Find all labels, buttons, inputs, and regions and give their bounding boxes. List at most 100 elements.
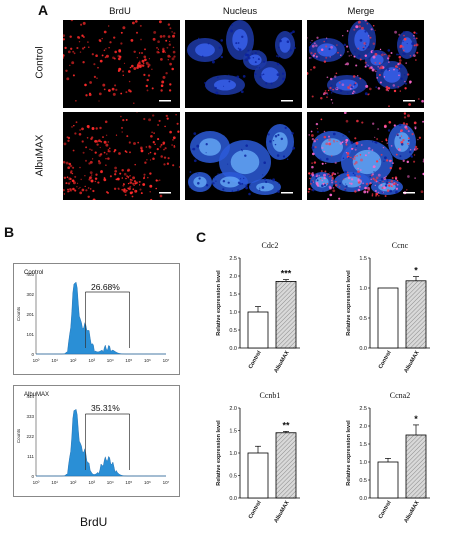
micrograph-texture — [307, 112, 424, 200]
y-tick-label: 0.0 — [229, 496, 237, 502]
y-tick-label: 0.0 — [359, 346, 367, 352]
scale-bar — [403, 100, 415, 102]
bar-control — [377, 287, 399, 349]
micrograph-control-brdu — [63, 20, 180, 108]
flow-x-tick: 10⁴ — [107, 358, 114, 363]
flow-y-tick: 333 — [26, 414, 34, 419]
row-label-control: Control — [34, 46, 46, 79]
flow-histogram-control: 403 302 201 101 0 Counts 10⁰ 10¹ 10² 10³ 10⁴ 10⁵ 10⁶… — [13, 263, 180, 375]
micrograph-texture — [63, 112, 180, 200]
bar-albumax — [405, 434, 427, 499]
scale-bar — [281, 100, 293, 102]
flow-y-tick: 111 — [27, 454, 34, 459]
panel-a-letter: A — [38, 2, 49, 18]
y-axis-label: Relative expression level — [346, 270, 352, 336]
bar-control — [247, 452, 269, 499]
flow-x-tick: 10⁶ — [144, 358, 151, 363]
y-tick-label: 1.5 — [359, 442, 367, 448]
y-tick-label: 0.5 — [359, 316, 367, 322]
y-tick-label: 2.5 — [359, 406, 367, 412]
chart-title: Ccnc — [392, 241, 409, 250]
flow-y-tick: 0 — [31, 474, 34, 479]
y-tick-label: 1.0 — [229, 451, 237, 457]
y-tick-label: 1.0 — [229, 310, 237, 316]
bar-albumax — [275, 281, 297, 349]
micrograph-albumax-merge — [307, 112, 424, 200]
significance-marker: *** — [281, 269, 292, 279]
y-tick-label: 1.0 — [359, 460, 367, 466]
flow-x-tick: 10¹ — [51, 480, 58, 485]
gate-percent: 35.31% — [91, 403, 120, 413]
y-tick-label: 2.0 — [229, 406, 237, 412]
scale-bar — [403, 192, 415, 194]
y-tick-label: 0.5 — [359, 478, 367, 484]
y-tick-label: 1.0 — [359, 286, 367, 292]
flow-x-tick: 10³ — [88, 358, 95, 363]
scale-bar — [159, 100, 171, 102]
panel-b-letter: B — [4, 224, 15, 240]
bar-control — [247, 311, 269, 349]
gate-percent: 26.68% — [91, 282, 120, 292]
micrograph-texture — [188, 124, 295, 196]
micrograph-texture — [63, 20, 176, 104]
flow-y-label: Counts — [16, 306, 21, 321]
y-tick-label: 1.5 — [229, 429, 237, 435]
flow-sample-label: AlbuMAX — [24, 392, 50, 398]
bar-albumax — [405, 280, 427, 349]
micrograph-control-merge — [307, 20, 424, 108]
bar-chart-ccnb1: Ccnb1 0.0 0.5 1.0 1.5 2.0 Relative expression … — [216, 391, 300, 524]
bar-albumax — [275, 432, 297, 499]
y-tick-label: 0.5 — [229, 474, 237, 480]
y-tick-label: 0.0 — [229, 346, 237, 352]
bar-charts: Cdc2 0.0 0.5 1.0 1.5 2.0 2.5 Relative expressio… — [216, 241, 430, 524]
flow-x-tick: 10⁰ — [33, 358, 40, 363]
flow-histogram-albumax: 444 333 222 111 0 Counts 10⁰ 10¹ 10² 10³ 10⁴ 10⁵ 10⁶… — [13, 385, 180, 497]
flow-y-tick: 201 — [26, 312, 34, 317]
flow-x-tick: 10² — [70, 480, 77, 485]
y-axis-label: Relative expression level — [346, 420, 352, 486]
flow-y-tick: 0 — [31, 352, 34, 357]
column-header-merge: Merge — [347, 6, 375, 17]
flow-x-tick: 10¹ — [51, 358, 58, 363]
micrograph-albumax-brdu — [63, 112, 180, 200]
column-header-brdu: BrdU — [109, 6, 131, 17]
row-label-albumax: AlbuMAX — [34, 134, 46, 177]
category-label: AlbuMAX — [403, 500, 421, 524]
scale-bar — [159, 192, 171, 194]
flow-x-tick: 10⁰ — [33, 480, 40, 485]
scale-bar — [281, 192, 293, 194]
micrograph-albumax-nucleus — [185, 112, 302, 200]
flow-sample-label: Control — [24, 270, 44, 276]
flow-y-tick: 403 — [26, 272, 34, 277]
flow-y-tick: 101 — [26, 332, 34, 337]
flow-y-tick: 444 — [26, 394, 34, 399]
y-tick-label: 2.0 — [359, 424, 367, 430]
y-tick-label: 0.0 — [359, 496, 367, 502]
flow-x-axis-label: BrdU — [80, 515, 108, 529]
flow-x-tick: 10⁵ — [125, 480, 132, 485]
y-tick-label: 1.5 — [229, 292, 237, 298]
bar-chart-ccnc: Ccnc 0.0 0.5 1.0 1.5 Relative expression leve… — [346, 241, 430, 374]
category-label: Control — [378, 350, 393, 370]
category-label: AlbuMAX — [273, 500, 291, 524]
significance-marker: ** — [282, 420, 290, 430]
flow-histogram-fill — [36, 281, 166, 355]
flow-x-tick: 10² — [70, 358, 77, 363]
category-label: Control — [378, 500, 393, 520]
flow-histogram-fill — [36, 408, 166, 477]
category-label: Control — [248, 350, 263, 370]
bar-control — [377, 461, 399, 499]
flow-x-tick: 10³ — [88, 480, 95, 485]
flow-x-tick: 10⁵ — [125, 358, 132, 363]
chart-title: Ccna2 — [390, 391, 410, 400]
flow-x-tick: 10⁷ — [163, 480, 170, 485]
micrograph-texture — [307, 20, 424, 107]
significance-marker: * — [414, 266, 418, 276]
flow-x-tick: 10⁴ — [107, 480, 114, 485]
chart-title: Ccnb1 — [260, 391, 281, 400]
significance-marker: * — [414, 414, 418, 424]
flow-x-tick: 10⁷ — [163, 358, 170, 363]
panel-c-letter: C — [196, 229, 207, 245]
flow-y-label: Counts — [16, 428, 21, 443]
y-axis-label: Relative expression level — [216, 420, 222, 486]
